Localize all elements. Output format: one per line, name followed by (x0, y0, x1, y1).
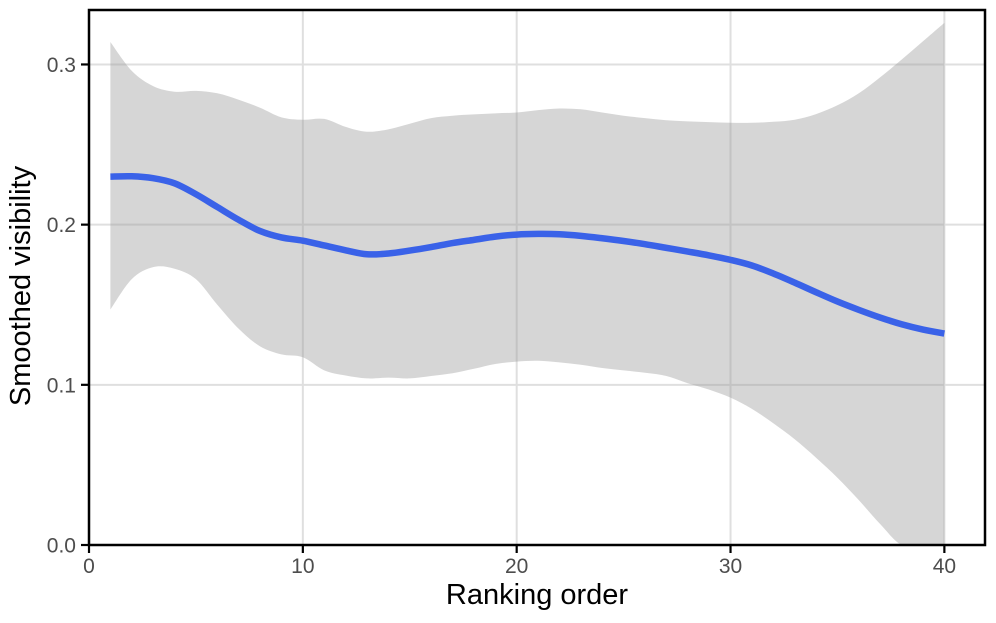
y-tick-label: 0.2 (47, 214, 76, 237)
axis-ticks (81, 63, 946, 553)
y-tick-label: 0.3 (47, 54, 76, 77)
x-tick-label: 40 (933, 555, 956, 578)
panel-background (89, 10, 985, 545)
confidence-ribbon (110, 22, 945, 545)
x-tick-label: 30 (719, 555, 742, 578)
y-tick-labels: 0.0 0.1 0.2 0.3 (47, 54, 76, 558)
y-tick-label: 0.1 (47, 374, 76, 397)
y-axis-title: Smoothed visibility (5, 165, 37, 406)
smoothed-fit-line (110, 172, 945, 337)
panel-border (87, 8, 987, 547)
confidence-ribbon-area (110, 22, 945, 545)
x-tick-label: 20 (505, 555, 528, 578)
x-axis-title: Ranking order (446, 579, 628, 611)
x-tick-labels: 0 10 20 30 40 (83, 555, 956, 578)
x-tick-label: 10 (291, 555, 314, 578)
x-tick-label: 0 (83, 555, 95, 578)
smooth-line (110, 172, 945, 337)
y-tick-label: 0.0 (47, 535, 76, 558)
